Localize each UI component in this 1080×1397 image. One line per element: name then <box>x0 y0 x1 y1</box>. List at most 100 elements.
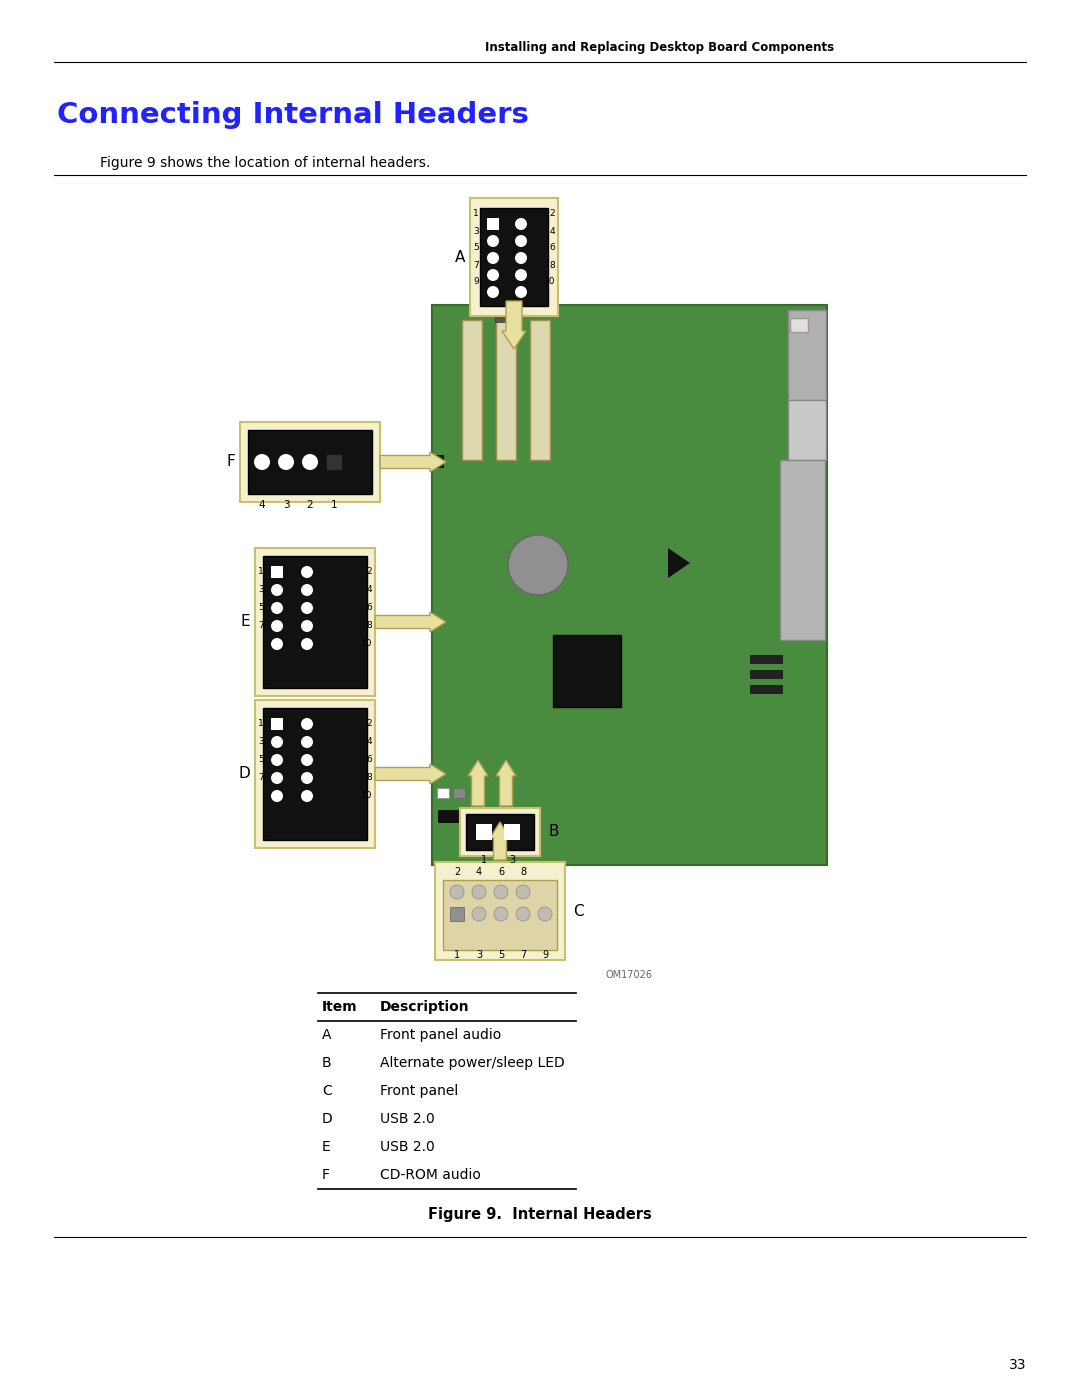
Text: 4: 4 <box>550 226 555 236</box>
Text: 4: 4 <box>366 585 372 595</box>
Circle shape <box>494 907 508 921</box>
Bar <box>435 862 565 960</box>
Text: 10: 10 <box>361 792 372 800</box>
Text: 6: 6 <box>366 604 372 612</box>
Text: 10: 10 <box>543 278 555 286</box>
Bar <box>443 880 557 950</box>
Circle shape <box>487 235 499 247</box>
Text: 1: 1 <box>258 567 264 577</box>
Bar <box>326 454 342 469</box>
Bar <box>530 320 550 460</box>
Circle shape <box>516 886 530 900</box>
Bar <box>264 556 367 687</box>
Text: Figure 9 shows the location of internal headers.: Figure 9 shows the location of internal … <box>100 156 430 170</box>
Bar <box>504 824 519 840</box>
Text: 5: 5 <box>258 604 264 612</box>
Text: 7: 7 <box>519 950 526 960</box>
Text: 4: 4 <box>476 868 482 877</box>
Text: Item: Item <box>322 1000 357 1014</box>
Text: Front panel: Front panel <box>380 1084 458 1098</box>
Circle shape <box>487 270 499 281</box>
Text: Alternate power/sleep LED: Alternate power/sleep LED <box>380 1056 565 1070</box>
Bar <box>255 700 375 848</box>
Text: 4: 4 <box>366 738 372 746</box>
Circle shape <box>301 638 313 650</box>
Bar <box>476 824 492 840</box>
Circle shape <box>494 886 508 900</box>
Text: F: F <box>226 454 235 469</box>
FancyArrow shape <box>375 612 446 631</box>
Bar <box>750 685 782 693</box>
Circle shape <box>301 789 313 802</box>
Circle shape <box>472 886 486 900</box>
Text: 2: 2 <box>366 719 372 728</box>
Bar <box>495 312 517 321</box>
Bar <box>271 566 283 578</box>
Text: Front panel audio: Front panel audio <box>380 1028 501 1042</box>
Bar <box>487 218 499 231</box>
Text: 5: 5 <box>473 243 478 253</box>
Bar <box>453 788 465 798</box>
Circle shape <box>538 907 552 921</box>
Text: 8: 8 <box>519 868 526 877</box>
Circle shape <box>515 251 527 264</box>
Text: D: D <box>239 767 249 781</box>
Bar <box>271 718 283 731</box>
Circle shape <box>301 718 313 731</box>
Bar <box>450 907 464 921</box>
Text: 2: 2 <box>307 500 313 510</box>
Polygon shape <box>669 548 690 578</box>
Bar <box>460 807 540 856</box>
Circle shape <box>271 620 283 631</box>
FancyArrow shape <box>468 760 488 806</box>
Circle shape <box>302 454 318 469</box>
Text: 8: 8 <box>366 774 372 782</box>
Circle shape <box>271 773 283 784</box>
Circle shape <box>515 235 527 247</box>
Bar <box>553 636 621 707</box>
Text: USB 2.0: USB 2.0 <box>380 1140 435 1154</box>
Text: 1: 1 <box>481 855 487 865</box>
Text: D: D <box>322 1112 333 1126</box>
FancyArrow shape <box>502 300 526 349</box>
Bar <box>480 208 548 306</box>
Circle shape <box>301 566 313 578</box>
Text: OM17026: OM17026 <box>605 970 652 981</box>
Text: 4: 4 <box>259 500 266 510</box>
Text: 1: 1 <box>330 500 337 510</box>
Text: 8: 8 <box>366 622 372 630</box>
Circle shape <box>301 754 313 766</box>
Text: Installing and Replacing Desktop Board Components: Installing and Replacing Desktop Board C… <box>485 42 835 54</box>
Text: A: A <box>322 1028 332 1042</box>
FancyArrow shape <box>375 764 446 784</box>
Text: 33: 33 <box>1009 1358 1026 1372</box>
Text: 3: 3 <box>476 950 482 960</box>
Bar <box>255 548 375 696</box>
Text: A: A <box>455 250 465 264</box>
Circle shape <box>278 454 294 469</box>
Bar <box>432 305 827 865</box>
Text: 2: 2 <box>550 210 555 218</box>
Bar <box>788 400 826 460</box>
Circle shape <box>271 736 283 747</box>
Text: 6: 6 <box>366 756 372 764</box>
Circle shape <box>487 286 499 298</box>
Bar <box>248 430 372 495</box>
Text: 2: 2 <box>454 868 460 877</box>
Text: 8: 8 <box>550 260 555 270</box>
Bar <box>750 655 782 664</box>
Circle shape <box>487 251 499 264</box>
Text: 5: 5 <box>258 756 264 764</box>
Text: B: B <box>548 824 558 840</box>
Bar <box>750 671 782 678</box>
Text: 1: 1 <box>454 950 460 960</box>
Text: 9: 9 <box>473 278 478 286</box>
Bar <box>780 460 825 640</box>
Circle shape <box>515 286 527 298</box>
Bar <box>437 788 449 798</box>
Bar <box>264 708 367 840</box>
Circle shape <box>301 584 313 597</box>
Bar <box>462 320 482 460</box>
Bar <box>788 310 826 400</box>
Circle shape <box>271 754 283 766</box>
